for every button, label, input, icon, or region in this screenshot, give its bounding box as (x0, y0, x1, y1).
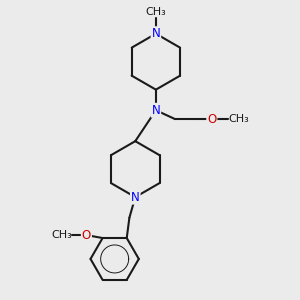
Text: O: O (207, 112, 217, 126)
Text: N: N (152, 27, 160, 40)
Text: CH₃: CH₃ (146, 7, 166, 16)
Text: O: O (82, 229, 91, 242)
Text: CH₃: CH₃ (51, 230, 72, 240)
Text: N: N (131, 190, 140, 204)
Text: CH₃: CH₃ (228, 114, 249, 124)
Text: N: N (152, 104, 160, 117)
